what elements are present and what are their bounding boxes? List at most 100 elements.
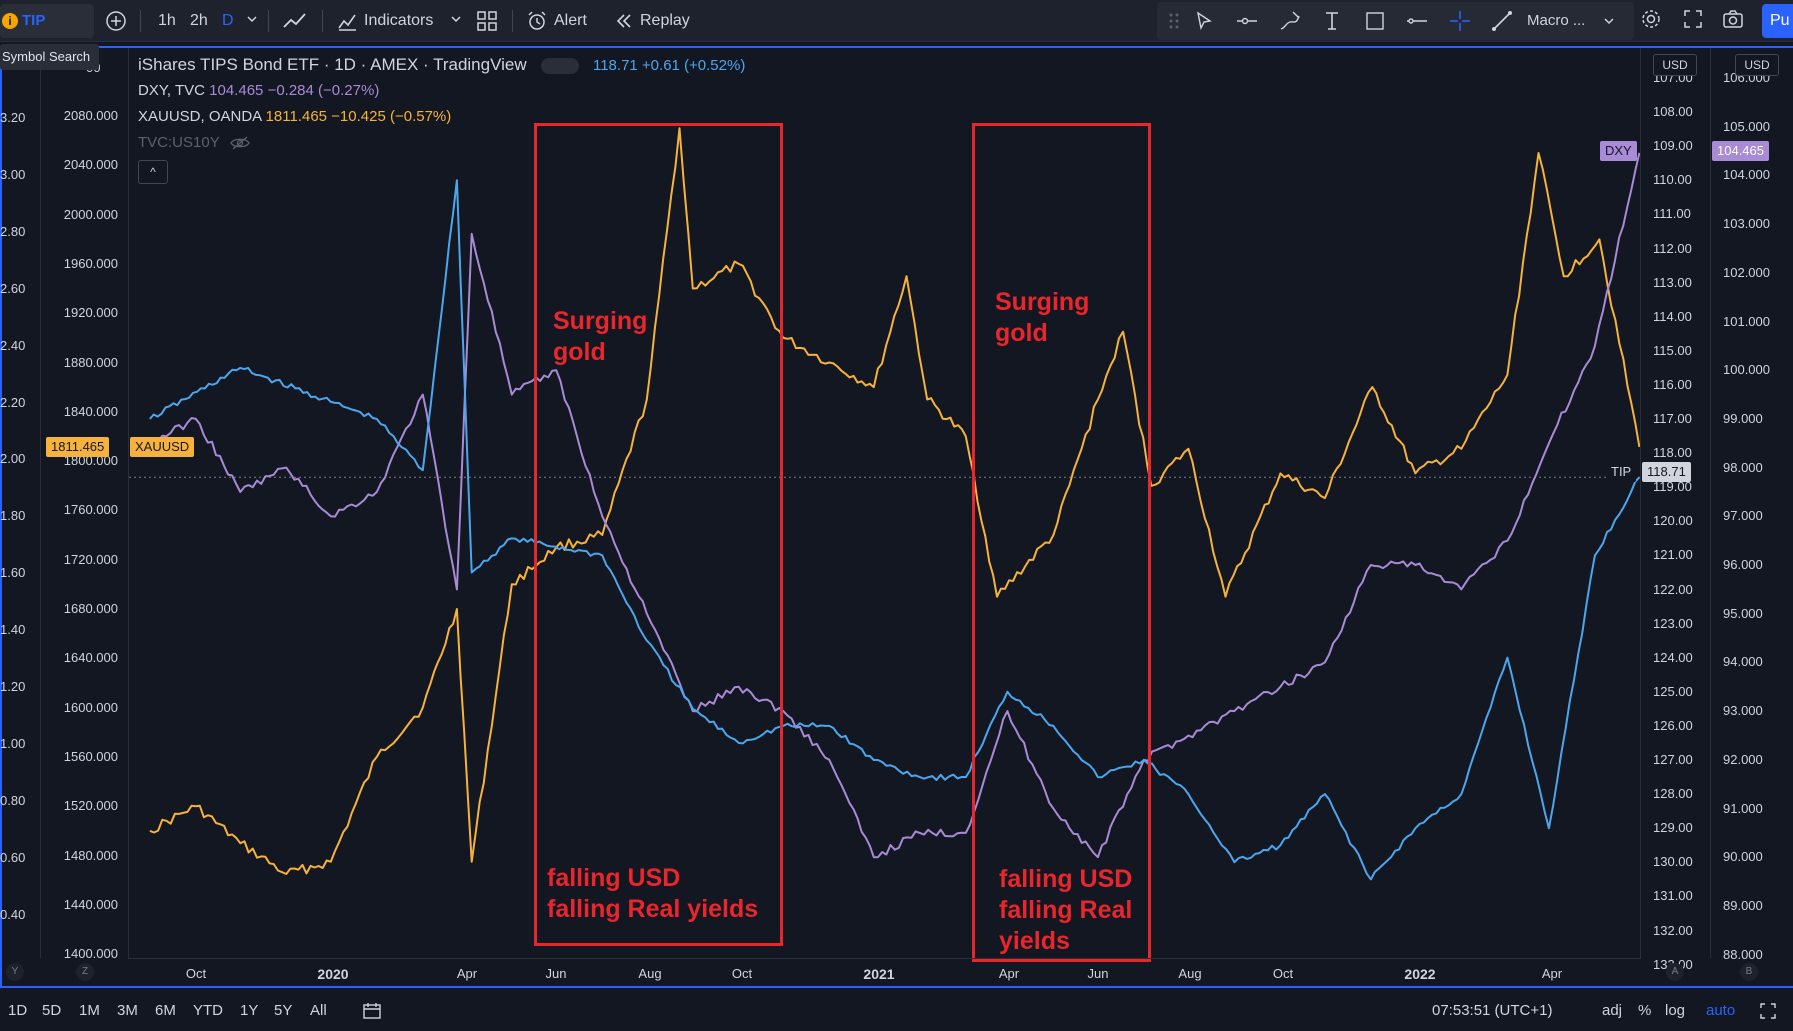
legend-gold-series[interactable]: XAUUSD, OANDA 1811.465 −10.425 (−0.57%) — [138, 104, 745, 130]
replay-label: Replay — [640, 12, 690, 29]
interval-dropdown[interactable] — [246, 0, 258, 42]
publish-button[interactable]: Pu — [1762, 4, 1793, 38]
dxy-price-scale[interactable]: USD 106.000 105.000 104.000 103.000 102.000 1… — [1711, 48, 1793, 962]
chevron-down-icon[interactable] — [1603, 15, 1615, 27]
gold-scale-label: 2000.000 — [63, 206, 118, 222]
gold-name-badge: XAUUSD — [130, 437, 195, 457]
gold-title: XAUUSD, OANDA — [138, 108, 262, 125]
templates-button[interactable] — [476, 0, 498, 42]
gold-scale-label: 1960.000 — [63, 255, 118, 271]
crosshair-icon[interactable] — [1449, 10, 1471, 32]
dxy-scale-label: 98.000 — [1723, 459, 1763, 475]
range-1m[interactable]: 1M — [79, 1002, 100, 1019]
range-6m[interactable]: 6M — [155, 1002, 176, 1019]
tip-scale-label: 110.00 — [1653, 172, 1692, 188]
gear-icon[interactable] — [1640, 8, 1662, 30]
dxy-scale-label: 100.000 — [1723, 362, 1770, 378]
adjust-toggle[interactable]: adj — [1602, 1002, 1623, 1019]
horizontal-line-icon[interactable] — [1406, 10, 1428, 32]
indicators-button[interactable]: Indicators — [336, 0, 433, 42]
text-tool-icon[interactable] — [1321, 10, 1343, 32]
range-1y[interactable]: 1Y — [240, 1002, 259, 1019]
scale-corner-z[interactable]: Z — [76, 963, 94, 981]
dxy-scale-label: 103.000 — [1723, 216, 1770, 232]
tip-scale-label: 129.00 — [1653, 820, 1693, 836]
us10y-scale-label: 0.60 — [0, 849, 26, 865]
time-label-year: 2021 — [863, 966, 895, 982]
time-label-month: Jun — [1087, 966, 1109, 981]
trend-line-icon[interactable] — [1491, 10, 1513, 32]
legend-main-series[interactable]: iShares TIPS Bond ETF · 1D · AMEX · Trad… — [138, 52, 745, 78]
tip-scale-label: 114.00 — [1653, 308, 1692, 324]
dxy-scale-label: 94.000 — [1723, 654, 1763, 670]
drag-handle-icon[interactable] — [1163, 10, 1185, 32]
calendar-range-icon — [363, 1003, 381, 1019]
scale-corner-a[interactable]: A — [1666, 963, 1684, 981]
gold-price-scale[interactable]: 2080.000 2040.000 2000.000 1960.000 1920.000… — [40, 48, 128, 961]
tip-scale-label: 122.00 — [1653, 581, 1693, 597]
separator — [268, 10, 269, 32]
chart-type-button[interactable] — [282, 0, 308, 42]
layout-name[interactable]: Macro ... — [1527, 12, 1586, 29]
tip-price-scale[interactable]: USD 107.00 108.00 109.00 110.00 111.00 112.00… — [1641, 48, 1711, 972]
dxy-scale-label: 101.000 — [1723, 313, 1770, 329]
range-5d[interactable]: 5D — [42, 1002, 62, 1019]
brush-icon[interactable] — [1279, 10, 1301, 32]
alert-button[interactable]: Alert — [526, 0, 587, 42]
dxy-change: −0.284 (−0.27%) — [267, 82, 380, 99]
dxy-unit-button[interactable]: USD — [1735, 54, 1779, 76]
fullscreen-icon[interactable] — [1682, 8, 1704, 30]
time-label-year: 2020 — [317, 966, 349, 982]
scale-corner-b[interactable]: B — [1740, 963, 1758, 981]
legend-us10y-series[interactable]: TVC:US10Y — [138, 130, 745, 156]
auto-toggle[interactable]: auto — [1706, 1002, 1736, 1019]
interval-d[interactable]: D — [222, 12, 234, 29]
main-series-price: 118.71 — [592, 57, 638, 74]
range-ytd[interactable]: YTD — [193, 1002, 223, 1019]
scale-corner-y[interactable]: Y — [6, 963, 24, 981]
indicators-label: Indicators — [364, 12, 434, 29]
camera-icon[interactable] — [1722, 8, 1744, 30]
scale-settings-button[interactable] — [1760, 990, 1776, 1031]
timezone-clock[interactable]: 07:53:51 (UTC+1) — [1432, 1002, 1553, 1019]
tip-unit-button[interactable]: USD — [1653, 54, 1697, 76]
gold-price-badge: 1811.465 — [46, 437, 110, 457]
tip-series-line — [149, 179, 1640, 881]
percent-toggle[interactable]: % — [1638, 1002, 1652, 1019]
horizontal-ray-icon[interactable] — [1236, 10, 1258, 32]
dxy-price: 104.465 — [209, 82, 264, 99]
indicators-dropdown[interactable] — [450, 0, 462, 42]
tip-scale-label: 113.00 — [1653, 274, 1692, 290]
tip-scale-label: 131.00 — [1653, 888, 1693, 904]
date-range-button[interactable] — [362, 990, 382, 1031]
legend-collapse-button[interactable]: ^ — [138, 160, 168, 184]
range-3m[interactable]: 3M — [117, 1002, 138, 1019]
time-label-month: Oct — [731, 966, 753, 981]
compare-button[interactable] — [104, 0, 128, 42]
log-toggle[interactable]: log — [1665, 1002, 1686, 1019]
time-axis[interactable]: Oct 2020 Apr Jun Aug Oct 2021 Apr Jun Aug Oct 2022 A… — [128, 958, 1641, 986]
interval-1h[interactable]: 1h — [158, 12, 176, 29]
range-5y[interactable]: 5Y — [274, 1002, 293, 1019]
chart-pane-frame — [0, 46, 1793, 988]
cursor-icon[interactable] — [1193, 10, 1215, 32]
range-1d[interactable]: 1D — [8, 1002, 28, 1019]
tip-scale-label: 109.00 — [1653, 138, 1693, 154]
us10y-title: TVC:US10Y — [138, 134, 220, 151]
replay-button[interactable]: Replay — [614, 0, 690, 42]
chevron-down-icon — [247, 16, 257, 23]
symbol-search-button[interactable]: i TIP — [0, 4, 94, 38]
range-all[interactable]: All — [310, 1002, 327, 1019]
gold-scale-label: 1520.000 — [63, 798, 118, 814]
us10y-scale-label: 1.20 — [0, 679, 26, 694]
rectangle-icon[interactable] — [1364, 10, 1386, 32]
gold-change: −10.425 (−0.57%) — [331, 108, 452, 125]
grid-icon — [477, 11, 497, 31]
legend-dxy-series[interactable]: DXY, TVC 104.465 −0.284 (−0.27%) — [138, 78, 745, 104]
chart-plot-area[interactable] — [128, 48, 1641, 958]
eye-crossed-icon[interactable] — [229, 136, 250, 150]
interval-2h[interactable]: 2h — [190, 12, 208, 29]
dxy-scale-label: 104.000 — [1723, 167, 1770, 183]
us10y-price-scale[interactable]: 00 3.203.002.802.602.402.202.001.801.601… — [0, 48, 100, 958]
annotation-box-2020 — [534, 123, 783, 946]
